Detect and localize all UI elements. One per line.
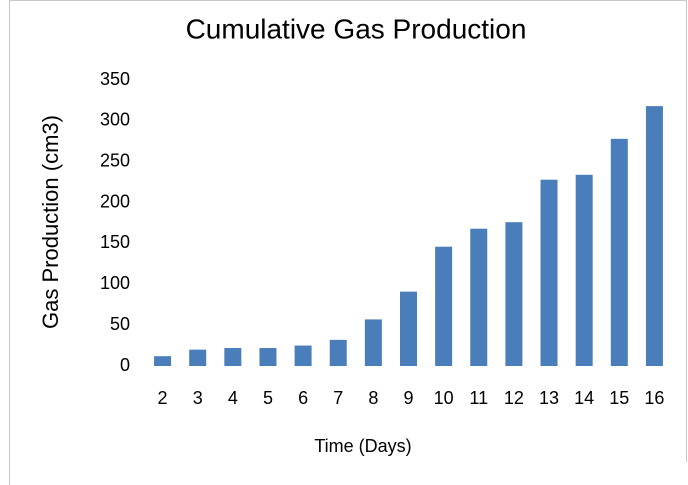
chart-title: Cumulative Gas Production: [186, 13, 527, 44]
x-tick-label: 2: [158, 388, 168, 408]
y-tick-label: 200: [100, 191, 130, 211]
bar: [645, 106, 663, 367]
bar: [259, 348, 277, 366]
x-tick-label: 11: [469, 388, 488, 408]
bar: [329, 339, 347, 366]
y-tick-label: 100: [100, 273, 130, 293]
bar: [575, 174, 593, 366]
x-tick-label: 5: [263, 388, 273, 408]
x-tick-label: 13: [539, 388, 559, 408]
x-tick-label: 6: [298, 388, 308, 408]
x-tick-label: 15: [609, 388, 629, 408]
y-tick-label: 0: [120, 355, 130, 375]
y-axis-label: Gas Production (cm3): [38, 115, 63, 329]
bar: [435, 246, 453, 366]
x-tick-label: 10: [434, 388, 454, 408]
x-tick-label: 16: [644, 388, 664, 408]
bar: [505, 222, 523, 366]
y-tick-label: 350: [100, 69, 130, 89]
bar: [189, 349, 207, 366]
bar: [400, 291, 417, 366]
y-tick-label: 150: [100, 232, 130, 252]
x-tick-label: 3: [193, 388, 203, 408]
x-tick-label: 9: [403, 388, 413, 408]
bar: [540, 179, 558, 366]
bar: [364, 319, 382, 366]
bar: [294, 345, 312, 366]
y-tick-label: 300: [100, 110, 130, 130]
x-tick-label: 4: [228, 388, 238, 408]
bar: [154, 356, 172, 366]
y-tick-label: 50: [110, 314, 130, 334]
x-tick-label: 8: [368, 388, 378, 408]
y-tick-label: 250: [100, 150, 130, 170]
x-tick-label: 12: [504, 388, 524, 408]
x-tick-label: 14: [574, 388, 594, 408]
bar: [224, 348, 242, 366]
bar: [470, 228, 488, 366]
x-axis-label: Time (Days): [314, 436, 411, 456]
bar: [610, 138, 628, 366]
x-tick-label: 7: [333, 388, 343, 408]
